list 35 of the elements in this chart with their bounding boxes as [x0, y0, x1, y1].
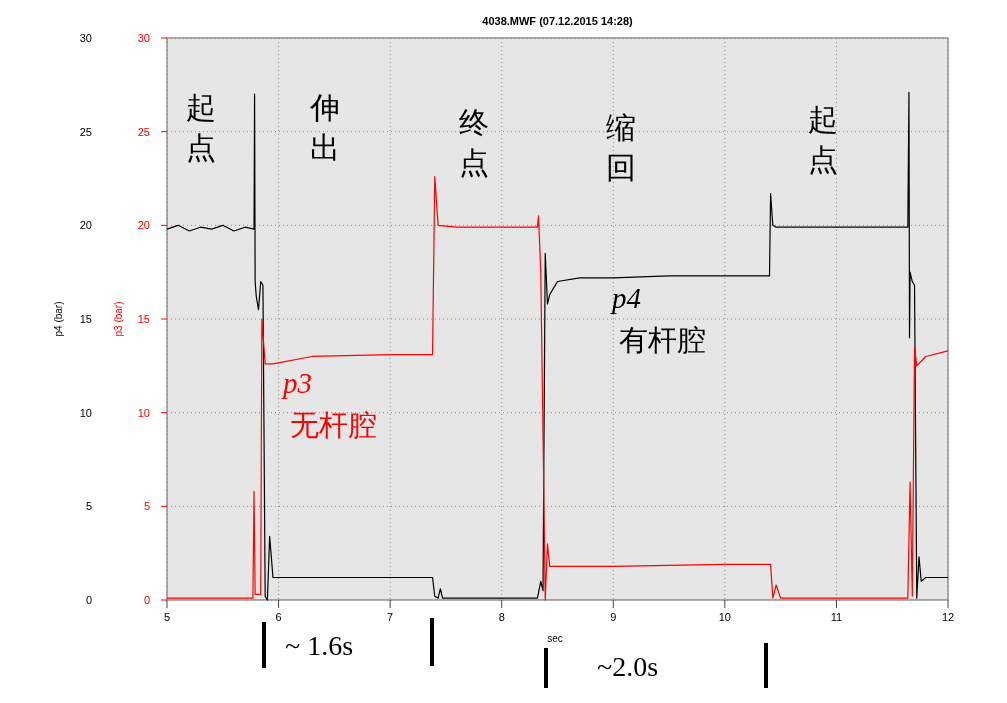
- y2-axis-title: p3 (bar): [113, 301, 124, 337]
- chart-title: 4038.MWF (07.12.2015 14:28): [482, 15, 634, 27]
- x-tick-label: 5: [163, 611, 171, 623]
- y2-tick-label: 20: [137, 219, 150, 232]
- x-tick-label: 7: [387, 611, 394, 623]
- y-tick-label: 5: [85, 500, 92, 513]
- y-axis-title: p4 (bar): [53, 301, 64, 337]
- series-label: p3 无杆腔: [281, 367, 378, 441]
- y-tick-label: 10: [79, 406, 92, 419]
- text: ~2.0s: [597, 651, 659, 682]
- x-tick-label: 12: [941, 611, 955, 623]
- y2-tick-label: 10: [137, 406, 150, 419]
- text: ~ 1.6s: [285, 630, 354, 661]
- x-tick-label: 10: [718, 611, 731, 623]
- annotation: 起点: [186, 91, 216, 164]
- x-tick-label: 9: [610, 611, 617, 623]
- x-tick-label: 6: [275, 611, 282, 623]
- x-axis-title: sec: [547, 633, 563, 644]
- y2-tick-label: 15: [137, 313, 150, 325]
- y-tick-label: 20: [79, 219, 92, 232]
- y-tick-label: 0: [85, 594, 92, 606]
- annotation: 起点: [808, 103, 838, 176]
- y2-tick-label: 25: [137, 125, 150, 138]
- annotation: 缩回: [606, 111, 636, 184]
- x-tick-label: 8: [498, 611, 505, 623]
- y2-tick-label: 30: [137, 32, 150, 44]
- series-label: p4 有杆腔: [610, 282, 707, 356]
- y-tick-label: 15: [79, 313, 92, 325]
- y-tick-label: 25: [79, 125, 92, 138]
- y-tick-label: 30: [79, 32, 92, 44]
- y2-tick-label: 0: [143, 594, 150, 606]
- annotation: 终点: [459, 106, 489, 179]
- y2-tick-label: 5: [143, 500, 150, 513]
- x-tick-label: 11: [830, 611, 843, 623]
- annotation: 伸出: [309, 91, 340, 164]
